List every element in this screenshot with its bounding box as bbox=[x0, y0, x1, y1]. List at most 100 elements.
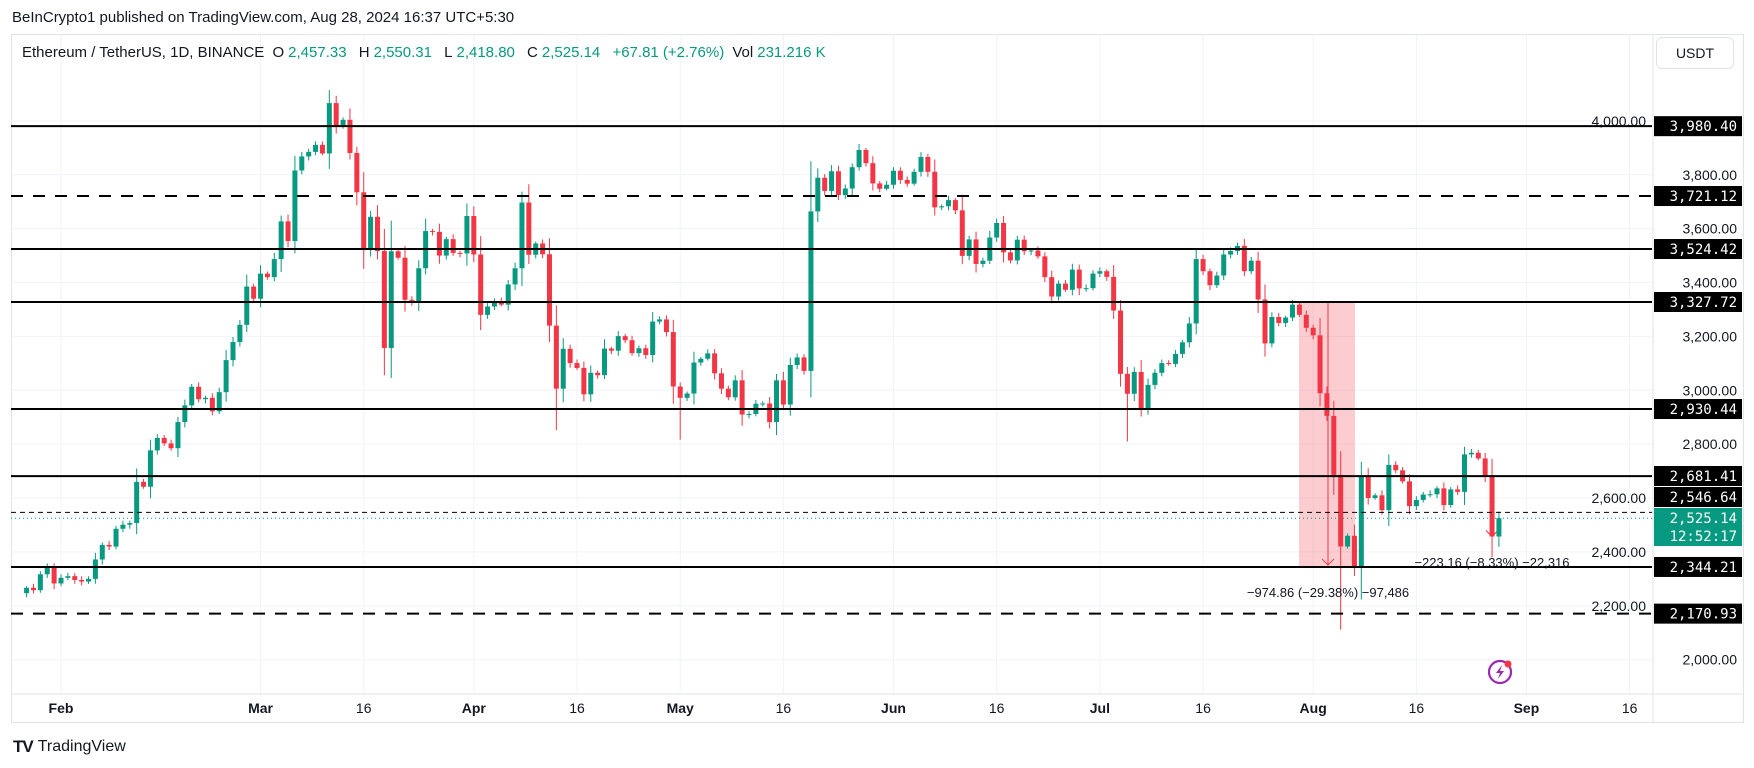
tradingview-logo[interactable]: TV TradingView bbox=[13, 737, 126, 757]
candle bbox=[1475, 449, 1481, 461]
candle bbox=[1097, 267, 1103, 278]
candle-body bbox=[622, 336, 628, 341]
candle bbox=[1455, 485, 1461, 496]
candle bbox=[1379, 490, 1385, 515]
candle bbox=[705, 349, 711, 361]
candle bbox=[1406, 474, 1412, 515]
candle-body bbox=[491, 301, 497, 307]
price-level-box bbox=[1654, 399, 1742, 420]
candle-body bbox=[430, 231, 436, 233]
candle bbox=[216, 387, 222, 414]
candle bbox=[430, 228, 436, 236]
candle-body bbox=[196, 386, 202, 400]
price-level-value: 2,930.44 bbox=[1670, 402, 1737, 418]
candle-body bbox=[650, 321, 656, 355]
candle-body bbox=[553, 325, 559, 389]
candle bbox=[202, 395, 208, 404]
price-level-box bbox=[1654, 239, 1742, 260]
candle-body bbox=[395, 251, 401, 258]
candle bbox=[1248, 257, 1254, 275]
ohlc-low: L 2,418.80 bbox=[444, 44, 515, 61]
candle bbox=[1221, 249, 1227, 280]
candle bbox=[1131, 367, 1137, 402]
candle bbox=[251, 283, 257, 303]
candle-body bbox=[120, 524, 126, 529]
candle-body bbox=[1372, 495, 1378, 499]
price-axis: 2,000.00 2,200.00 2,400.00 2,600.00 2,800.00… bbox=[1592, 35, 1738, 722]
candle-body bbox=[1434, 488, 1440, 495]
candle bbox=[1062, 280, 1068, 292]
candle-body bbox=[443, 239, 449, 256]
volume: Vol 231.216 K bbox=[732, 44, 826, 61]
price-level-box bbox=[1654, 556, 1742, 577]
price-tick-label: 3,000.00 bbox=[1683, 382, 1738, 398]
candle-body bbox=[478, 254, 484, 315]
candle bbox=[416, 260, 422, 311]
price-tick-label: 2,800.00 bbox=[1683, 436, 1738, 452]
candle bbox=[890, 167, 896, 189]
candle bbox=[1241, 238, 1247, 277]
time-tick-label: Mar bbox=[248, 700, 273, 716]
candle-body bbox=[471, 215, 477, 255]
candle bbox=[1014, 235, 1020, 265]
candle bbox=[1427, 490, 1433, 498]
candle bbox=[966, 235, 972, 261]
candle-body bbox=[774, 380, 780, 423]
candle bbox=[636, 345, 642, 357]
price-level-label: 3,524.42 bbox=[1654, 239, 1742, 260]
price-level-value: 3,327.72 bbox=[1670, 295, 1737, 311]
candle-body bbox=[347, 119, 353, 153]
candle-body bbox=[1014, 239, 1020, 261]
candle bbox=[925, 153, 931, 177]
candle bbox=[189, 384, 195, 409]
candle bbox=[973, 231, 979, 273]
candle-body bbox=[354, 152, 360, 193]
price-tick-label: 3,200.00 bbox=[1683, 328, 1738, 344]
candle bbox=[58, 574, 64, 587]
candle-body bbox=[670, 332, 676, 387]
candle-body bbox=[92, 559, 98, 579]
candle-body bbox=[1358, 475, 1364, 568]
price-level-label: 2,344.21 bbox=[1654, 556, 1742, 577]
candle bbox=[1489, 458, 1495, 558]
candle-body bbox=[1475, 452, 1481, 459]
candle bbox=[952, 198, 958, 215]
candle bbox=[629, 335, 635, 356]
time-tick-label: 16 bbox=[356, 700, 372, 716]
currency-button[interactable]: USDT bbox=[1656, 37, 1734, 69]
publish-info: BeInCrypto1 published on TradingView.com… bbox=[12, 9, 515, 26]
candle-body bbox=[1221, 254, 1227, 276]
candle bbox=[801, 354, 807, 375]
candle-body bbox=[251, 286, 257, 299]
candle-body bbox=[216, 392, 222, 412]
candle-body bbox=[602, 348, 608, 376]
price-tick-label: 2,400.00 bbox=[1592, 544, 1647, 560]
candle-body bbox=[1413, 499, 1419, 507]
candle bbox=[1186, 316, 1192, 348]
candle bbox=[526, 184, 532, 265]
candle-body bbox=[959, 210, 965, 256]
candle-body bbox=[712, 353, 718, 374]
candle bbox=[546, 238, 552, 343]
candle-body bbox=[1241, 245, 1247, 272]
measure-annotations: −974.86 (−29.38%) −97,486 −223.16 (−8.33… bbox=[1247, 555, 1570, 600]
candle-body bbox=[457, 252, 463, 254]
candle bbox=[1090, 270, 1096, 291]
candle-body bbox=[691, 362, 697, 394]
candle-body bbox=[361, 192, 367, 250]
candle-body bbox=[65, 576, 71, 578]
candle bbox=[829, 165, 835, 196]
candle-body bbox=[1468, 452, 1474, 455]
candle bbox=[161, 435, 167, 447]
lightning-bolt-icon[interactable] bbox=[1487, 659, 1513, 685]
candle-body bbox=[1166, 363, 1172, 365]
price-levels bbox=[11, 125, 1652, 615]
candle bbox=[1269, 312, 1275, 348]
symbol-title[interactable]: Ethereum / TetherUS, 1D, BINANCE bbox=[22, 44, 265, 61]
price-tick-label: 2,200.00 bbox=[1592, 598, 1647, 614]
candle-body bbox=[1496, 518, 1502, 537]
candle bbox=[471, 206, 477, 263]
candle bbox=[319, 141, 325, 156]
candle bbox=[120, 520, 126, 533]
